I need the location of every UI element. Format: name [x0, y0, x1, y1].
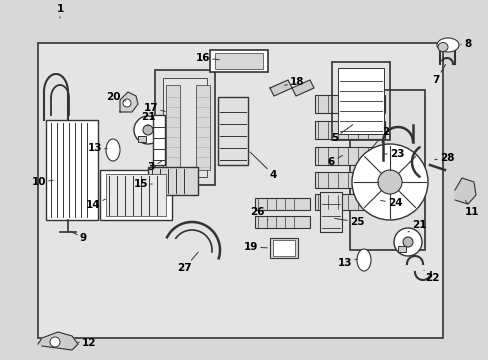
- Text: 10: 10: [31, 177, 53, 187]
- Bar: [337, 68, 383, 134]
- Bar: [196, 85, 209, 170]
- Circle shape: [142, 125, 153, 135]
- Bar: [138, 136, 146, 142]
- Circle shape: [377, 170, 401, 194]
- Text: 27: 27: [177, 252, 198, 273]
- Text: 13: 13: [337, 258, 357, 268]
- Ellipse shape: [436, 38, 458, 52]
- Bar: [272, 240, 294, 256]
- Bar: [153, 115, 164, 165]
- Bar: [314, 194, 379, 210]
- Text: 1: 1: [56, 4, 63, 18]
- Circle shape: [393, 228, 421, 256]
- Text: 9: 9: [70, 231, 87, 243]
- Bar: [254, 198, 309, 210]
- Bar: [331, 62, 389, 140]
- Bar: [314, 95, 384, 113]
- Polygon shape: [38, 332, 78, 350]
- Bar: [254, 216, 309, 228]
- Bar: [46, 120, 98, 220]
- Ellipse shape: [106, 139, 120, 161]
- Text: 21: 21: [141, 112, 155, 126]
- Circle shape: [134, 116, 162, 144]
- Text: 18: 18: [284, 77, 304, 87]
- Circle shape: [123, 99, 131, 107]
- Text: 13: 13: [87, 143, 107, 153]
- Bar: [165, 85, 180, 170]
- Circle shape: [402, 237, 412, 247]
- Text: 2: 2: [371, 127, 388, 148]
- Bar: [218, 97, 247, 165]
- Bar: [397, 246, 405, 252]
- Polygon shape: [269, 80, 291, 96]
- Bar: [314, 121, 384, 139]
- Bar: [215, 53, 263, 69]
- Text: 4: 4: [249, 152, 277, 180]
- Text: 22: 22: [423, 270, 439, 283]
- Text: 19: 19: [243, 242, 266, 252]
- Text: 14: 14: [85, 199, 105, 210]
- Text: 25: 25: [334, 217, 364, 227]
- Bar: [148, 167, 198, 195]
- Text: 24: 24: [380, 198, 402, 208]
- Text: 6: 6: [327, 156, 342, 167]
- Text: 15: 15: [133, 179, 152, 189]
- Text: 21: 21: [407, 220, 426, 232]
- Text: 5: 5: [330, 125, 352, 143]
- Bar: [100, 170, 172, 220]
- Text: 11: 11: [464, 201, 479, 217]
- Text: 3: 3: [147, 161, 161, 172]
- Text: 26: 26: [250, 207, 267, 220]
- Bar: [209, 50, 267, 72]
- Text: 7: 7: [432, 64, 445, 85]
- Ellipse shape: [437, 42, 447, 51]
- Text: 16: 16: [195, 53, 219, 63]
- Text: 17: 17: [143, 103, 165, 113]
- Bar: [314, 172, 379, 188]
- Bar: [106, 174, 165, 216]
- Ellipse shape: [356, 249, 370, 271]
- Bar: [38, 43, 442, 338]
- Circle shape: [50, 337, 60, 347]
- Bar: [314, 147, 384, 165]
- Text: 12: 12: [78, 338, 96, 348]
- Bar: [319, 192, 341, 232]
- Polygon shape: [120, 92, 138, 112]
- Text: 8: 8: [460, 39, 470, 49]
- Bar: [269, 238, 297, 258]
- Bar: [155, 70, 215, 185]
- Polygon shape: [291, 80, 313, 96]
- Bar: [349, 90, 424, 250]
- Text: 23: 23: [382, 149, 404, 159]
- Circle shape: [351, 144, 427, 220]
- Polygon shape: [454, 178, 475, 204]
- Text: 20: 20: [106, 92, 125, 102]
- Bar: [163, 78, 206, 177]
- Text: 28: 28: [434, 153, 453, 163]
